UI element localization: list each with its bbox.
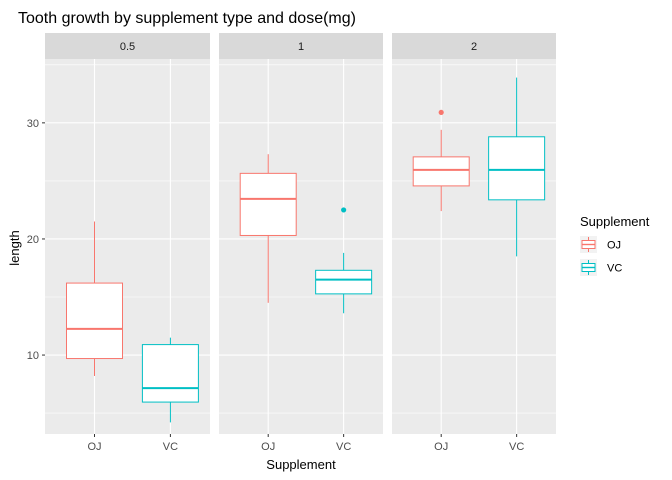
- facet-strip-label: 2: [471, 41, 477, 53]
- legend-entry-OJ: OJ: [580, 236, 621, 253]
- y-tick-label: 10: [27, 350, 39, 362]
- box-0.5-VC: [141, 337, 199, 423]
- box-body: [315, 269, 373, 295]
- x-axis-label: Supplement: [266, 457, 336, 472]
- facet-strip: [45, 33, 210, 59]
- legend-title: Supplement: [580, 214, 650, 229]
- chart-title: Tooth growth by supplement type and dose…: [18, 10, 356, 27]
- facet-panel-0.5: 0.5 OJ VC: [45, 33, 210, 453]
- facet-panel-1: 1 OJ VC: [219, 33, 383, 453]
- y-axis-label: length: [7, 230, 22, 265]
- x-tick-label: VC: [336, 441, 351, 453]
- legend-label: OJ: [607, 240, 621, 252]
- outlier-point: [438, 109, 444, 116]
- facet-panel-2: 2 OJ VC: [392, 33, 556, 453]
- box-body: [412, 156, 470, 187]
- x-tick-label: VC: [163, 441, 178, 453]
- panel-background: [392, 59, 556, 434]
- legend-label: VC: [607, 263, 622, 275]
- legend: Supplement OJ VC: [580, 214, 650, 276]
- panel-background: [219, 59, 383, 434]
- box-0.5-OJ: [66, 221, 123, 376]
- y-axis: 10 20 30: [27, 118, 45, 362]
- x-tick-label: OJ: [261, 441, 275, 453]
- box-2-OJ: [412, 109, 470, 212]
- box-1-VC: [315, 207, 373, 314]
- box-body: [66, 282, 123, 360]
- box-2-VC: [488, 77, 546, 257]
- x-tick-label: OJ: [87, 441, 101, 453]
- facet-strip: [219, 33, 383, 59]
- facets-layer: 0.5 OJ VC 1 OJ VC 2 OJ VC: [45, 33, 556, 453]
- box-body: [488, 136, 546, 201]
- box-1-OJ: [239, 154, 297, 303]
- facet-strip: [392, 33, 556, 59]
- x-tick-label: VC: [509, 441, 524, 453]
- outlier-point: [341, 207, 347, 213]
- y-tick-label: 20: [27, 234, 39, 246]
- x-tick-label: OJ: [434, 441, 448, 453]
- facet-strip-label: 1: [298, 41, 304, 53]
- facet-strip-label: 0.5: [120, 41, 135, 53]
- y-tick-label: 30: [27, 118, 39, 130]
- box-body: [141, 344, 199, 403]
- legend-entry-VC: VC: [580, 259, 622, 276]
- box-body: [239, 172, 297, 236]
